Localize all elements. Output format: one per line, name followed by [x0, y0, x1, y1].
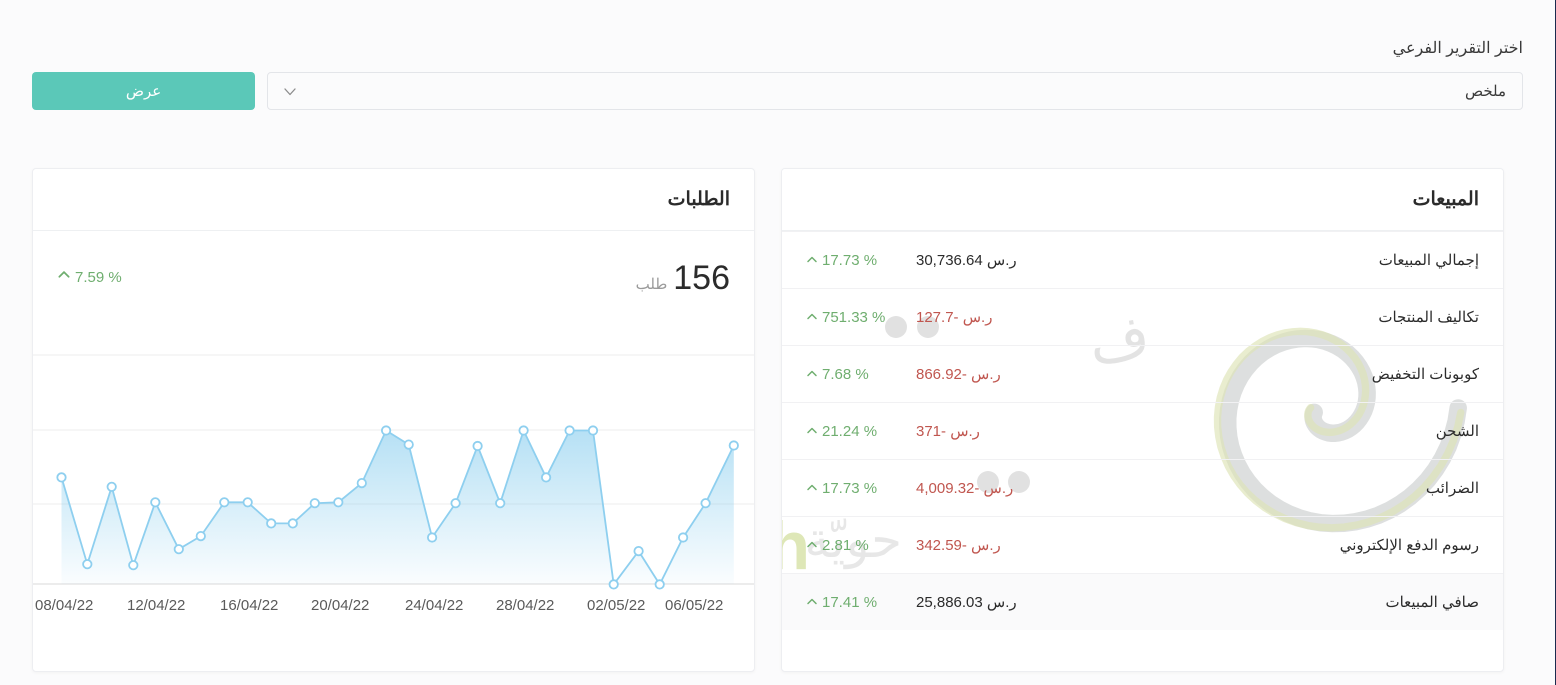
svg-text:02/05/22: 02/05/22 [587, 597, 645, 614]
svg-text:12/04/22: 12/04/22 [127, 597, 185, 614]
svg-text:28/04/22: 28/04/22 [496, 597, 554, 614]
svg-text:24/04/22: 24/04/22 [405, 597, 463, 614]
svg-text:06/05/22: 06/05/22 [665, 597, 723, 614]
svg-text:08/04/22: 08/04/22 [35, 597, 93, 614]
svg-text:20/04/22: 20/04/22 [311, 597, 369, 614]
svg-text:16/04/22: 16/04/22 [220, 597, 278, 614]
